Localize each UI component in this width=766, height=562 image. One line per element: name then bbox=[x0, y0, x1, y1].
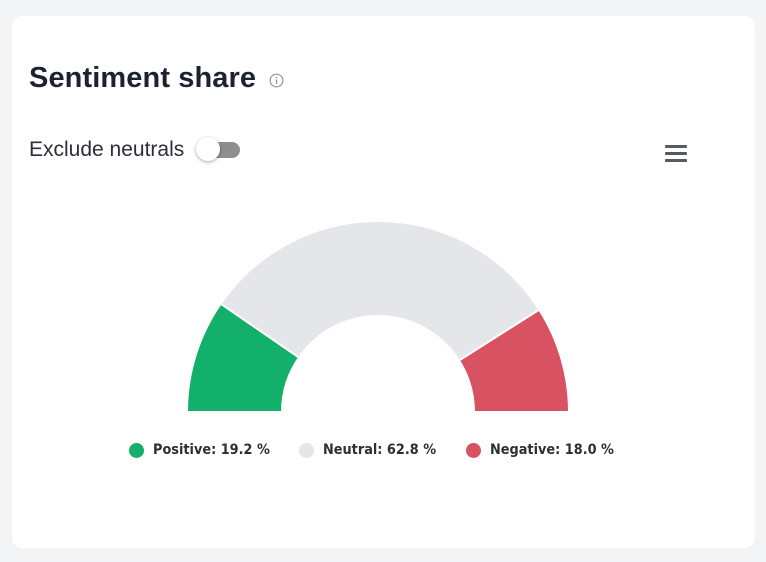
exclude-neutrals-label: Exclude neutrals bbox=[29, 138, 185, 161]
legend-dot-positive bbox=[129, 442, 144, 458]
toggle-knob bbox=[196, 137, 221, 161]
legend-dot-negative bbox=[465, 442, 481, 458]
legend-label-negative: Negative: 18.0 % bbox=[489, 442, 614, 458]
gauge-slice-negative[interactable] bbox=[457, 308, 571, 413]
legend-item-positive[interactable]: Positive: 19.2 % bbox=[129, 442, 280, 458]
chart-legend: Positive: 19.2 % Neutral: 62.8 % Negativ… bbox=[129, 442, 625, 458]
legend-item-negative[interactable]: Negative: 18.0 % bbox=[465, 442, 625, 458]
exclude-neutrals-toggle[interactable] bbox=[196, 137, 242, 163]
info-circle-icon[interactable] bbox=[269, 73, 284, 88]
legend-dot-neutral bbox=[299, 442, 315, 458]
card-title: Sentiment share bbox=[29, 62, 257, 94]
exclude-neutrals-row: Exclude neutrals bbox=[29, 137, 242, 163]
title-row: Sentiment share bbox=[29, 62, 284, 95]
legend-item-neutral[interactable]: Neutral: 62.8 % bbox=[299, 442, 446, 458]
legend-label-neutral: Neutral: 62.8 % bbox=[323, 442, 437, 458]
gauge-slice-neutral[interactable] bbox=[219, 220, 541, 362]
hamburger-menu-icon[interactable] bbox=[665, 145, 687, 163]
legend-label-positive: Positive: 19.2 % bbox=[153, 442, 270, 458]
